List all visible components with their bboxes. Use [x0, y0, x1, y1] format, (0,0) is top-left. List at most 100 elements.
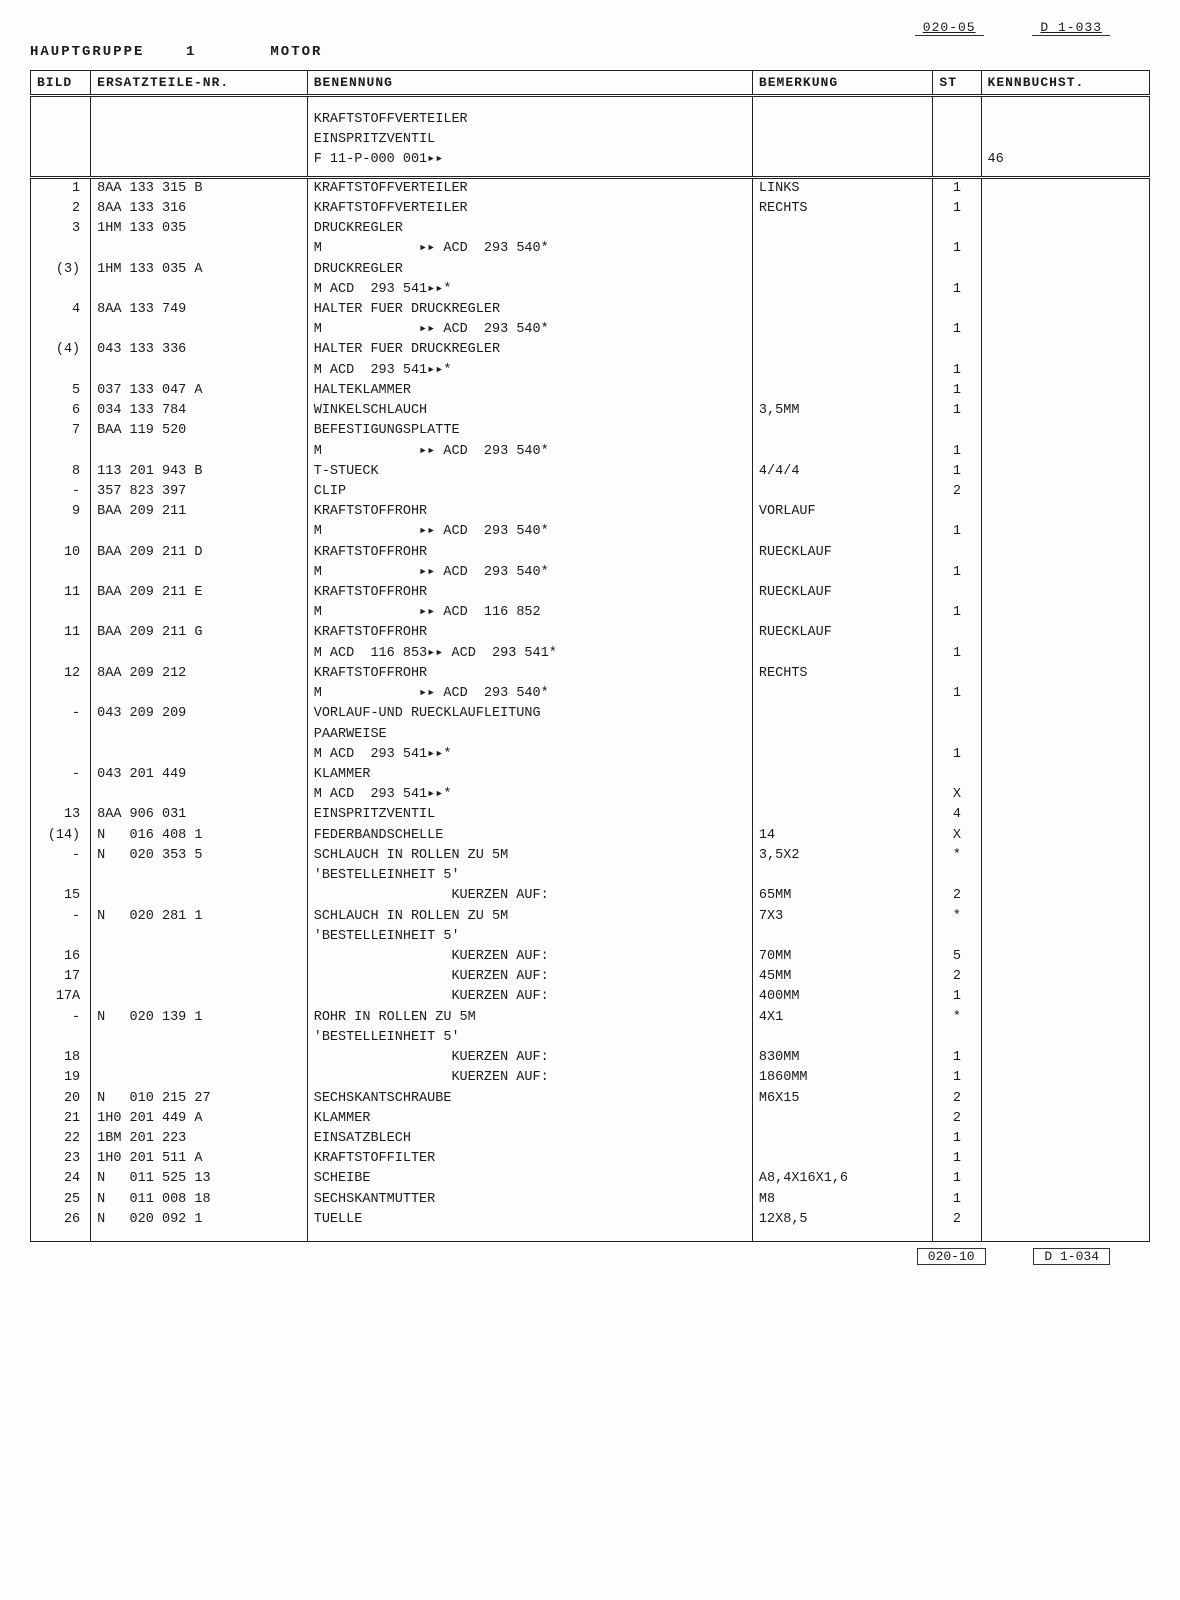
cell-kenn: [981, 1190, 1149, 1210]
cell-desc: M ▸▸ ACD 293 540*: [307, 239, 752, 259]
cell-bild: 16: [31, 947, 91, 967]
cell-st: [933, 765, 981, 785]
table-row: 'BESTELLEINHEIT 5': [31, 866, 1150, 886]
cell-bild: 8: [31, 462, 91, 482]
cell-bild: 3: [31, 219, 91, 239]
table-row: -043 209 209VORLAUF-UND RUECKLAUFLEITUNG: [31, 704, 1150, 724]
cell-kenn: [981, 907, 1149, 927]
table-row: M ACD 116 853▸▸ ACD 293 541*1: [31, 644, 1150, 664]
cell-st: *: [933, 846, 981, 866]
cell-part: N 020 092 1: [91, 1210, 308, 1242]
cell-rem: [752, 280, 932, 300]
cell-rem: [752, 300, 932, 320]
cell-rem: [752, 442, 932, 462]
cell-bild: -: [31, 907, 91, 927]
cell-rem: VORLAUF: [752, 502, 932, 522]
cell-st: [933, 543, 981, 563]
cell-kenn: [981, 239, 1149, 259]
cell-part: 1H0 201 511 A: [91, 1149, 308, 1169]
cell-bild: [31, 239, 91, 259]
cell-kenn: [981, 381, 1149, 401]
cell-desc: M ▸▸ ACD 293 540*: [307, 563, 752, 583]
cell-kenn: [981, 300, 1149, 320]
cell-rem: RECHTS: [752, 199, 932, 219]
cell-rem: [752, 340, 932, 360]
table-row: 221BM 201 223EINSATZBLECH1: [31, 1129, 1150, 1149]
cell-desc: M ▸▸ ACD 116 852: [307, 603, 752, 623]
cell-desc: EINSATZBLECH: [307, 1129, 752, 1149]
cell-desc: SECHSKANTSCHRAUBE: [307, 1089, 752, 1109]
cell-bild: 1: [31, 177, 91, 199]
cell-rem: [752, 1028, 932, 1048]
cell-rem: [752, 785, 932, 805]
cell-rem: 7X3: [752, 907, 932, 927]
hauptgruppe-label: HAUPTGRUPPE: [30, 44, 144, 60]
col-part: ERSATZTEILE-NR.: [91, 71, 308, 96]
cell-kenn: [981, 361, 1149, 381]
cell-bild: 11: [31, 583, 91, 603]
table-row: M ▸▸ ACD 293 540*1: [31, 239, 1150, 259]
cell-rem: [752, 1149, 932, 1169]
hauptgruppe-title: MOTOR: [270, 44, 322, 60]
cell-st: 1: [933, 1048, 981, 1068]
cell-kenn: [981, 623, 1149, 643]
cell-desc: TUELLE: [307, 1210, 752, 1242]
cell-rem: 45MM: [752, 967, 932, 987]
table-row: M ACD 293 541▸▸*1: [31, 745, 1150, 765]
cell-kenn: [981, 1068, 1149, 1088]
cell-part: 1HM 133 035: [91, 219, 308, 239]
cell-kenn: [981, 502, 1149, 522]
table-row: 9BAA 209 211KRAFTSTOFFROHRVORLAUF: [31, 502, 1150, 522]
cell-desc: KUERZEN AUF:: [307, 987, 752, 1007]
cell-desc: M ACD 293 541▸▸*: [307, 280, 752, 300]
cell-part: [91, 239, 308, 259]
cell-desc: KRAFTSTOFFROHR: [307, 623, 752, 643]
table-row: M ACD 293 541▸▸*1: [31, 280, 1150, 300]
cell-desc: SCHLAUCH IN ROLLEN ZU 5M: [307, 846, 752, 866]
cell-rem: A8,4X16X1,6: [752, 1169, 932, 1189]
cell-rem: [752, 927, 932, 947]
section-kenn: 46: [981, 150, 1149, 177]
cell-rem: 4X1: [752, 1008, 932, 1028]
cell-part: 8AA 133 749: [91, 300, 308, 320]
table-row: 19 KUERZEN AUF:1860MM1: [31, 1068, 1150, 1088]
cell-bild: 11: [31, 623, 91, 643]
cell-st: *: [933, 907, 981, 927]
cell-st: 1: [933, 177, 981, 199]
cell-kenn: [981, 644, 1149, 664]
table-row: 17A KUERZEN AUF:400MM1: [31, 987, 1150, 1007]
cell-bild: 22: [31, 1129, 91, 1149]
cell-st: 1: [933, 462, 981, 482]
cell-kenn: [981, 462, 1149, 482]
cell-part: [91, 725, 308, 745]
cell-st: 1: [933, 361, 981, 381]
cell-desc: SCHEIBE: [307, 1169, 752, 1189]
cell-rem: LINKS: [752, 177, 932, 199]
bottom-ref-left: 020-10: [917, 1248, 986, 1265]
cell-st: 2: [933, 1109, 981, 1129]
cell-kenn: [981, 704, 1149, 724]
cell-part: BAA 209 211: [91, 502, 308, 522]
table-row: M ▸▸ ACD 293 540*1: [31, 522, 1150, 542]
cell-rem: [752, 644, 932, 664]
cell-st: 1: [933, 603, 981, 623]
cell-rem: 3,5MM: [752, 401, 932, 421]
cell-rem: [752, 866, 932, 886]
cell-part: 8AA 133 316: [91, 199, 308, 219]
cell-bild: [31, 927, 91, 947]
cell-kenn: [981, 563, 1149, 583]
cell-st: [933, 340, 981, 360]
cell-rem: [752, 522, 932, 542]
cell-st: 2: [933, 967, 981, 987]
cell-part: 357 823 397: [91, 482, 308, 502]
section-header-row: EINSPRITZVENTIL: [31, 130, 1150, 150]
cell-st: 1: [933, 745, 981, 765]
cell-part: 043 133 336: [91, 340, 308, 360]
cell-desc: M ▸▸ ACD 293 540*: [307, 522, 752, 542]
cell-st: 1: [933, 1129, 981, 1149]
top-reference-bar: 020-05 D 1-033: [30, 20, 1150, 36]
table-row: 211H0 201 449 AKLAMMER2: [31, 1109, 1150, 1129]
table-row: 138AA 906 031EINSPRITZVENTIL4: [31, 805, 1150, 825]
cell-kenn: [981, 1008, 1149, 1028]
cell-bild: [31, 603, 91, 623]
